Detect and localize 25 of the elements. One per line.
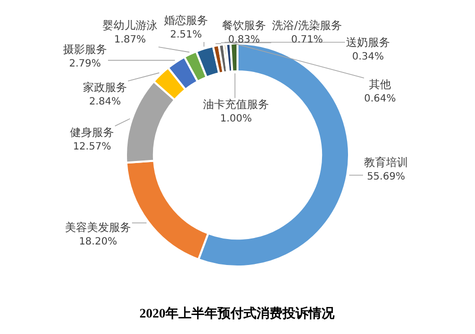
slice-label: 婚恋服务: [164, 14, 208, 27]
slice-label: 婴幼儿游泳: [102, 18, 158, 32]
data-label: 18.20%: [78, 236, 118, 248]
slice-label: 健身服务: [70, 126, 114, 139]
slice-label: 其他: [369, 78, 391, 91]
data-label: 12.57%: [72, 142, 112, 153]
data-label: 0.34%: [352, 52, 384, 63]
slice-label: 油卡充值服务: [203, 98, 269, 111]
data-label: 2.51%: [170, 30, 202, 41]
data-label: 0.83%: [228, 34, 260, 46]
slice-label: 送奶服务: [346, 36, 390, 49]
slice-label: 餐饮服务: [222, 18, 266, 32]
data-label: 55.69%: [366, 172, 406, 183]
slice-label: 摄影服务: [63, 42, 107, 56]
slice-label: 洗浴/洗染服务: [272, 18, 342, 32]
data-label: 0.71%: [291, 34, 323, 46]
data-label: 1.87%: [114, 34, 146, 46]
slice-label: 美容美发服务: [65, 220, 131, 234]
data-label: 1.00%: [220, 114, 252, 125]
data-label: 2.84%: [89, 96, 121, 108]
slice-label: 家政服务: [83, 80, 127, 94]
text: 2020年上半年预付式消费投诉情况: [140, 305, 336, 320]
slice-label: 教育培训: [364, 156, 408, 169]
data-label: 2.79%: [69, 58, 101, 70]
data-label: 0.64%: [364, 94, 396, 105]
